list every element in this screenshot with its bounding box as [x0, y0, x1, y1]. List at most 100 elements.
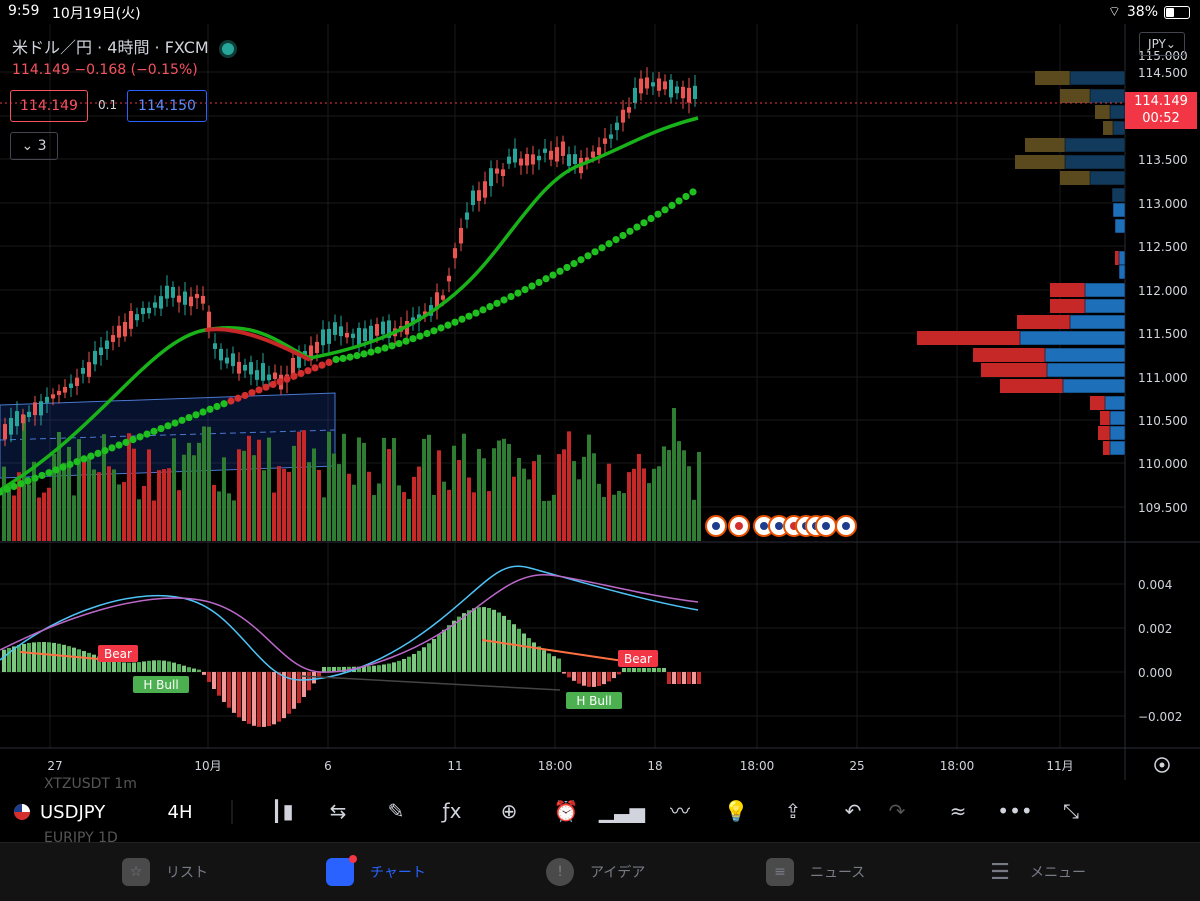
time-axis-label: 18:00: [538, 759, 573, 773]
chart-canvas[interactable]: Bear H Bull Bear H Bull 115.000 114.500 113.50…: [0, 24, 1200, 784]
buy-button[interactable]: 114.150: [127, 90, 207, 122]
indicators-icon[interactable]: ƒx: [441, 799, 462, 823]
tab-chart-label: チャート: [370, 865, 426, 881]
tab-ideas[interactable]: ! アイデア: [546, 843, 645, 901]
candle-body: [189, 296, 193, 307]
macd-histogram-bar: [292, 672, 296, 709]
macd-histogram-bar: [157, 660, 161, 672]
volume-bar: [117, 484, 121, 541]
ma-slow-dot: [52, 466, 60, 474]
candle-body: [309, 345, 313, 361]
price-axis-label: 111.000: [1138, 371, 1188, 385]
redo-icon[interactable]: ↷: [889, 799, 906, 823]
event-flag-center: [775, 522, 783, 530]
sell-button[interactable]: 114.149: [10, 90, 88, 122]
macd-histogram-bar: [247, 672, 251, 724]
draw-icon[interactable]: ✎: [388, 799, 405, 823]
replay-icon[interactable]: ⇆: [330, 799, 347, 823]
tab-list[interactable]: ☆ リスト: [122, 843, 208, 901]
candle-body: [159, 296, 163, 309]
volume-bar: [42, 492, 46, 541]
volume-bar: [167, 468, 171, 541]
indicator-toggle-button[interactable]: ⌄ 3: [10, 132, 58, 160]
tab-news[interactable]: ≡ ニュース: [766, 843, 865, 901]
chart-legend-title[interactable]: 米ドル／円 · 4時間 · FXCM: [12, 34, 237, 58]
candle-body: [561, 141, 565, 156]
candle-body: [423, 311, 427, 316]
tab-menu[interactable]: ☰ メニュー: [986, 843, 1086, 901]
compare-icon[interactable]: 〰: [670, 799, 690, 823]
macd-histogram-bar: [67, 646, 71, 672]
volume-bar: [142, 485, 146, 541]
candle-body: [345, 332, 349, 338]
symbol-search-button[interactable]: USDJPY: [14, 786, 154, 838]
candle-body: [297, 355, 301, 368]
volume-profile-bar: [1060, 89, 1090, 103]
macd-histogram-bar: [312, 672, 316, 684]
volume-bar: [197, 442, 201, 541]
macd-histogram-bar: [397, 660, 401, 672]
undo-icon[interactable]: ↶: [845, 799, 862, 823]
more-icon[interactable]: •••: [997, 799, 1032, 823]
macd-histogram-bar: [102, 658, 106, 672]
candle-body: [597, 147, 601, 156]
settings-gear-icon[interactable]: [1154, 757, 1170, 773]
macd-histogram-bar: [437, 634, 441, 672]
candles-icon[interactable]: ┃▮: [270, 799, 293, 823]
us-flag-icon: [14, 804, 30, 820]
ma-slow-dot: [409, 335, 417, 343]
alert-icon[interactable]: ⏰: [554, 799, 579, 823]
tab-chart[interactable]: ∿ チャート: [326, 843, 426, 901]
volume-bar: [427, 434, 431, 541]
volume-profile-bar: [981, 363, 1047, 377]
candle-body: [501, 169, 505, 177]
volume-bar: [82, 458, 86, 541]
fullscreen-icon[interactable]: ⤡: [1063, 799, 1079, 823]
macd-histogram-bar: [367, 666, 371, 672]
volume-bar: [127, 433, 131, 541]
macd-histogram-bar: [182, 665, 186, 672]
candle-body: [351, 333, 355, 338]
price-axis-label: 113.000: [1138, 197, 1188, 211]
price-axis-label: 113.500: [1138, 153, 1188, 167]
macd-histogram-bar: [217, 672, 221, 696]
price-axis-label: 110.500: [1138, 414, 1188, 428]
interval-button[interactable]: 4H: [167, 801, 193, 823]
ma-slow-dot: [626, 227, 634, 235]
volume-profile-bar: [1100, 411, 1110, 425]
trend-icon[interactable]: ≈: [950, 799, 967, 823]
divergence-label-bg: [618, 650, 658, 667]
idea-icon[interactable]: 💡: [724, 799, 749, 823]
status-date: 10月19日(火): [52, 6, 141, 22]
macd-histogram-bar: [22, 643, 26, 672]
macd-histogram-bar: [427, 643, 431, 672]
macd-histogram-bar: [677, 672, 681, 684]
macd-histogram-bar: [287, 672, 291, 714]
ma-slow-dot: [115, 441, 123, 449]
bars-icon[interactable]: ▁▃▅: [598, 799, 646, 823]
candle-body: [483, 181, 487, 198]
macd-histogram-bar: [457, 616, 461, 672]
add-icon[interactable]: ⊕: [501, 799, 518, 823]
candle-body: [531, 154, 535, 165]
macd-histogram-bar: [197, 669, 201, 672]
volume-bar: [47, 487, 51, 541]
candle-body: [627, 107, 631, 113]
volume-bar: [242, 450, 246, 541]
macd-histogram-bar: [572, 672, 576, 681]
candle-body: [129, 310, 133, 329]
volume-bar: [272, 492, 276, 541]
macd-histogram-bar: [187, 667, 191, 672]
ma-slow-dot: [199, 408, 207, 416]
ma-slow-dot: [577, 256, 585, 264]
currency-select[interactable]: JPY⌄: [1139, 32, 1185, 56]
time-axis-label: 18:00: [740, 759, 775, 773]
macd-histogram-bar: [97, 656, 101, 672]
ma-slow-dot: [388, 342, 396, 350]
ma-slow-dot: [451, 318, 459, 326]
share-icon[interactable]: ⇪: [785, 799, 802, 823]
volume-bar: [442, 481, 446, 541]
ma-slow-dot: [430, 327, 438, 335]
candle-body: [435, 292, 439, 310]
macd-histogram-bar: [82, 651, 86, 672]
